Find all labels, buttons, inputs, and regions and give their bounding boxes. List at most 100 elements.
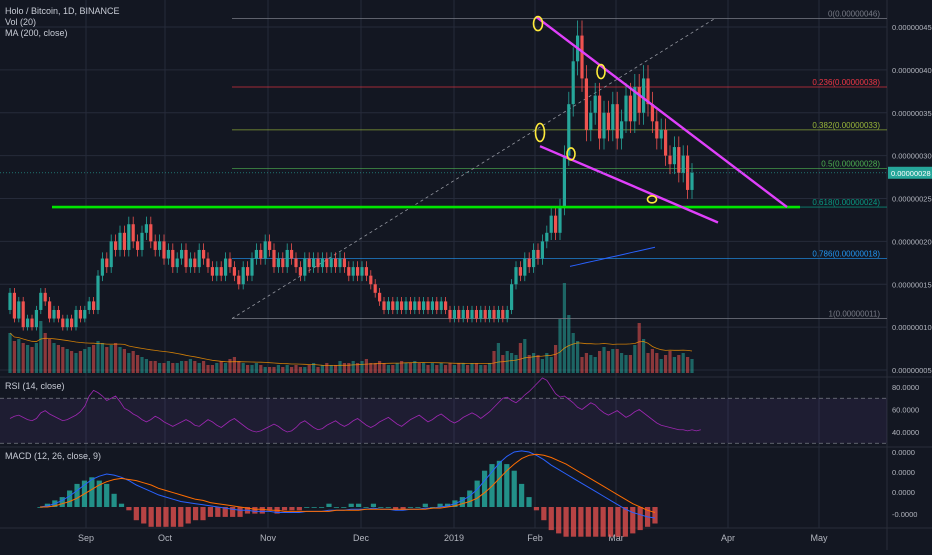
pivot-mark xyxy=(566,147,576,161)
volume-bar xyxy=(215,363,219,373)
volume-bar xyxy=(624,355,628,373)
volume-bar xyxy=(611,349,615,373)
candle-body xyxy=(540,241,544,259)
volume-bar xyxy=(87,347,91,373)
volume-bar xyxy=(232,357,236,373)
candle-body xyxy=(395,301,399,310)
volume-bar xyxy=(408,363,412,373)
legend-volume: Vol (20) xyxy=(5,17,37,27)
candle-body xyxy=(210,267,214,276)
macd-histogram-bar xyxy=(170,507,176,527)
macd-histogram-bar xyxy=(200,507,206,521)
candle-body xyxy=(52,309,56,319)
volume-bar xyxy=(492,351,496,373)
x-tick-label: Feb xyxy=(527,533,543,543)
pivot-mark xyxy=(532,15,544,32)
candle-body xyxy=(347,267,351,276)
volume-bar xyxy=(52,343,56,373)
volume-bar xyxy=(452,365,456,373)
candle-body xyxy=(422,301,426,310)
volume-ma-line xyxy=(9,332,693,366)
candle-body xyxy=(633,87,637,122)
volume-bar xyxy=(78,351,82,373)
candle-body xyxy=(56,309,60,319)
candle-body xyxy=(276,258,280,268)
candle-body xyxy=(466,309,470,319)
rsi-tick-label: 80.0000 xyxy=(892,383,919,392)
candle-body xyxy=(241,267,245,285)
macd-histogram-bar xyxy=(311,507,317,508)
macd-histogram-bar xyxy=(563,507,569,537)
candle-body xyxy=(65,318,69,328)
volume-bar xyxy=(488,363,492,373)
volume-bar xyxy=(474,363,478,373)
macd-histogram-bar xyxy=(304,507,310,508)
channel-upper-line xyxy=(535,15,788,209)
price-tick-label: 0.00000015 xyxy=(892,280,932,289)
candle-body xyxy=(118,232,122,250)
candle-body xyxy=(232,267,236,276)
volume-bar xyxy=(395,363,399,373)
volume-bar xyxy=(136,355,140,373)
volume-bar xyxy=(677,355,681,373)
macd-histogram-bar xyxy=(155,507,162,527)
candle-body xyxy=(92,301,96,310)
macd-histogram-bar xyxy=(533,507,540,511)
volume-bar xyxy=(158,363,162,373)
candle-body xyxy=(193,258,197,268)
volume-bar xyxy=(386,365,390,373)
candle-body xyxy=(312,258,316,268)
volume-bar xyxy=(690,359,694,373)
candle-body xyxy=(505,309,509,319)
candle-body xyxy=(364,267,368,276)
macd-histogram-bar xyxy=(393,507,399,511)
volume-bar xyxy=(312,363,316,373)
candle-body xyxy=(303,258,307,276)
candle-body xyxy=(100,258,104,276)
x-tick-label: Oct xyxy=(158,533,173,543)
macd-legend-text: MACD (12, 26, close, 9) xyxy=(5,451,102,461)
volume-bar xyxy=(114,343,118,373)
candle-body xyxy=(532,249,536,268)
candle-body xyxy=(593,95,597,113)
volume-bar xyxy=(8,333,12,373)
candle-body xyxy=(681,155,685,173)
macd-tick-label: -0.0000 xyxy=(892,510,917,519)
volume-bar xyxy=(122,349,126,373)
candle-body xyxy=(488,309,492,319)
macd-histogram-bar xyxy=(637,507,643,531)
macd-histogram-bar xyxy=(578,507,584,537)
candle-body xyxy=(386,301,390,310)
volume-bar xyxy=(479,365,483,373)
volume-bar xyxy=(96,341,100,373)
macd-histogram-bar xyxy=(348,503,354,507)
candle-body xyxy=(567,104,571,156)
volume-bar xyxy=(127,353,131,373)
rsi-legend: RSI (14, close) xyxy=(5,381,65,392)
macd-histogram-bar xyxy=(385,507,391,508)
candle-body xyxy=(452,309,456,319)
candle-body xyxy=(122,232,126,250)
volume-bar xyxy=(175,363,179,373)
volume-bar xyxy=(448,363,452,373)
candle-body xyxy=(589,112,593,130)
volume-bar xyxy=(382,363,386,373)
candle-body xyxy=(197,249,201,268)
x-tick-label: Dec xyxy=(353,533,370,543)
macd-histogram-bar xyxy=(356,503,362,507)
macd-histogram-bar xyxy=(252,507,258,514)
macd-histogram-bar xyxy=(111,493,117,507)
candle-body xyxy=(435,301,439,310)
volume-bar xyxy=(584,353,588,373)
macd-histogram-bar xyxy=(593,507,599,537)
fib-level-label: 0(0.00000046) xyxy=(828,9,880,18)
candle-body xyxy=(672,147,676,165)
volume-bar xyxy=(404,363,408,373)
rsi-line xyxy=(9,377,701,433)
macd-tick-label: 0.0000 xyxy=(892,468,915,477)
price-tick-label: 0.00000010 xyxy=(892,323,932,332)
macd-histogram-bar xyxy=(89,477,95,507)
volume-bar xyxy=(589,355,593,373)
volume-bar xyxy=(320,365,324,373)
volume-bar xyxy=(276,365,280,373)
